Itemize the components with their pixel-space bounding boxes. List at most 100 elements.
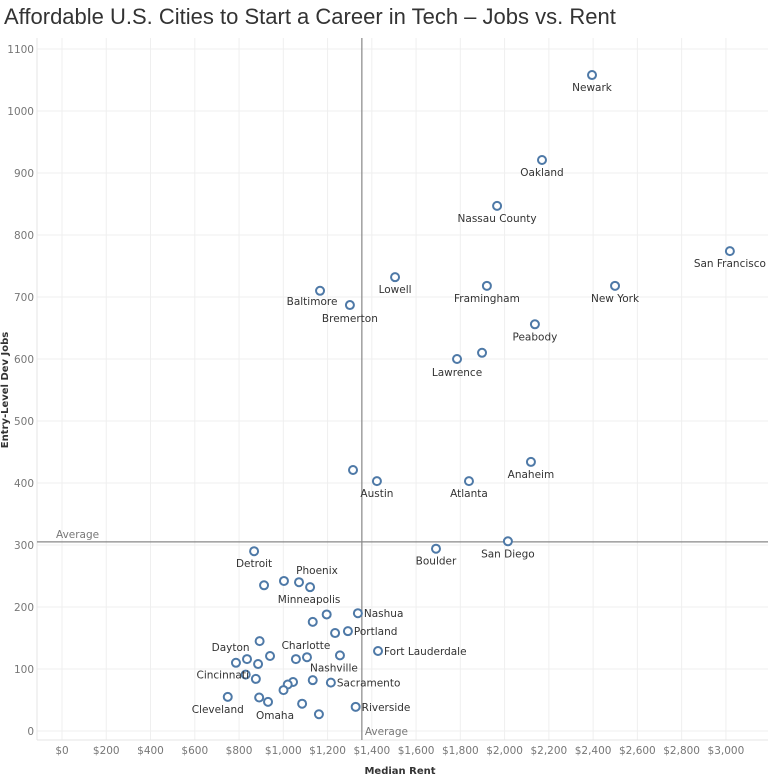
x-tick-label: $2,000 [486,745,523,757]
point-label: Austin [360,488,393,500]
data-point [307,616,318,627]
point-label: Cleveland [192,704,244,716]
data-point [390,272,401,283]
y-tick-label: 900 [14,168,34,180]
x-tick-label: $1,600 [398,745,435,757]
data-point [525,456,536,467]
data-point [529,319,540,330]
data-point [278,575,289,586]
data-point [587,70,598,81]
point-label: Dayton [212,642,250,654]
point-label: New York [591,293,640,305]
data-point [240,669,251,680]
point-label: Framingham [454,293,520,305]
y-tick-label: 500 [14,416,34,428]
data-point [481,280,492,291]
data-point [477,347,488,358]
point-label: Nashua [364,608,404,620]
point-label: San Diego [481,548,535,560]
data-point [265,650,276,661]
data-point [254,636,265,647]
data-point [321,609,332,620]
x-tick-label: $1,000 [265,745,302,757]
point-label: Boulder [416,556,457,568]
x-tick-label: $3,000 [708,745,745,757]
x-average-label: Average [365,726,408,738]
point-label: Detroit [236,558,272,570]
data-point [330,628,341,639]
point-label: Cincinnati [196,670,248,682]
data-point [536,154,547,165]
y-average-label: Average [56,529,99,541]
y-tick-label: 400 [14,478,34,490]
y-tick-label: 1100 [7,44,34,56]
y-tick-label: 700 [14,292,34,304]
x-tick-label: $2,800 [663,745,700,757]
data-point [259,580,270,591]
data-point [350,701,361,712]
point-label: Charlotte [282,640,331,652]
point-label: Anaheim [508,469,555,481]
point-label: Peabody [513,331,558,343]
data-point [249,546,260,557]
data-point [348,464,359,475]
point-label: Omaha [256,710,294,722]
data-point [342,626,353,637]
data-point [250,673,261,684]
x-axis-title: Median Rent [364,766,435,777]
x-tick-label: $0 [55,745,68,757]
point-label: San Francisco [694,258,766,270]
x-tick-label: $1,200 [309,745,346,757]
point-label: Phoenix [296,565,338,577]
data-point [242,654,253,665]
data-point [263,696,274,707]
y-tick-label: 200 [14,602,34,614]
data-point [373,646,384,657]
data-point [315,285,326,296]
data-point [313,709,324,720]
point-label: Lowell [379,284,412,296]
data-point [452,354,463,364]
x-tick-label: $1,400 [353,745,390,757]
y-tick-label: 300 [14,540,34,552]
point-label: Lawrence [432,367,482,379]
y-tick-label: 1000 [7,106,34,118]
x-tick-label: $1,800 [442,745,479,757]
data-point [290,654,301,665]
data-point [502,536,513,547]
x-tick-label: $400 [137,745,164,757]
point-label: Bremerton [322,313,378,325]
data-point [352,608,363,619]
data-point [254,692,265,703]
data-point [430,543,441,554]
x-tick-label: $600 [181,745,208,757]
x-tick-label: $2,400 [575,745,612,757]
point-label: Portland [354,626,398,638]
x-tick-label: $200 [93,745,120,757]
data-point [463,476,474,487]
point-label: Newark [572,82,613,94]
y-tick-label: 100 [14,664,34,676]
point-label: Fort Lauderdale [384,646,467,658]
point-label: Nashville [310,662,358,674]
data-point [301,652,312,663]
y-axis-title: Entry-Level Dev Jobs [0,332,11,449]
data-point [294,577,305,588]
data-point [230,657,241,668]
data-point [724,246,735,257]
y-tick-label: 800 [14,230,34,242]
point-label: Baltimore [287,296,338,308]
point-label: Minneapolis [278,594,341,606]
point-label: Nassau County [458,213,537,225]
data-point [325,677,336,688]
data-point [307,675,318,686]
data-point [297,698,308,709]
y-tick-label: 600 [14,354,34,366]
data-point [492,200,503,211]
x-tick-label: $2,200 [530,745,567,757]
x-tick-label: $2,600 [619,745,656,757]
x-tick-label: $800 [226,745,253,757]
data-point [278,685,289,696]
data-point [371,476,382,487]
